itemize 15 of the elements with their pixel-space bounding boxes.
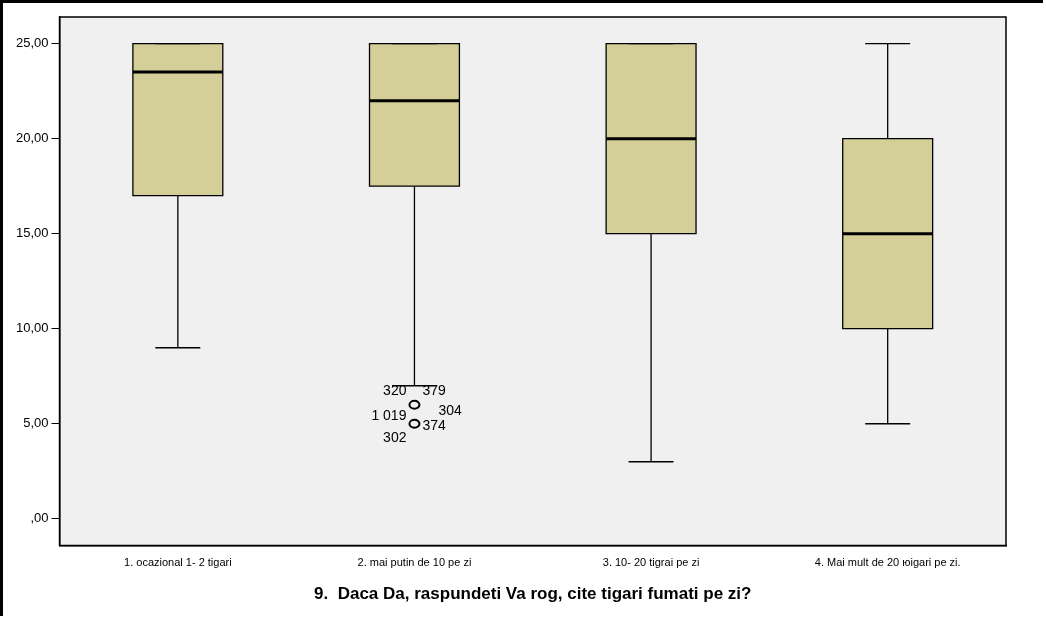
x-axis-title: 9. Daca Da, raspundeti Va rog, cite tigari fumati pe zi? [314, 584, 752, 604]
x-tick-label: 3. 10- 20 tigrai pe zi [602, 556, 700, 569]
x-tick-label: 2. mai putin de 10 pe zi [357, 556, 472, 569]
y-tick-label: ,00 [30, 510, 49, 526]
y-tick-label: 10,00 [15, 320, 49, 336]
annotation: 374 [422, 416, 447, 433]
y-tick-label: 25,00 [15, 35, 49, 51]
y-tick-label: 15,00 [15, 225, 49, 241]
y-tick-label: 20,00 [15, 130, 49, 146]
x-tick-label: 4. Mai mult de 20 юigari pe zi. [814, 556, 961, 569]
annotation: 304 [438, 401, 463, 418]
y-tick-label: 5,00 [23, 415, 49, 431]
annotation: 302 [383, 428, 407, 445]
annotation: 1 019 [371, 406, 407, 423]
x-tick-label: 1. ocazional 1- 2 tigari [124, 556, 232, 569]
